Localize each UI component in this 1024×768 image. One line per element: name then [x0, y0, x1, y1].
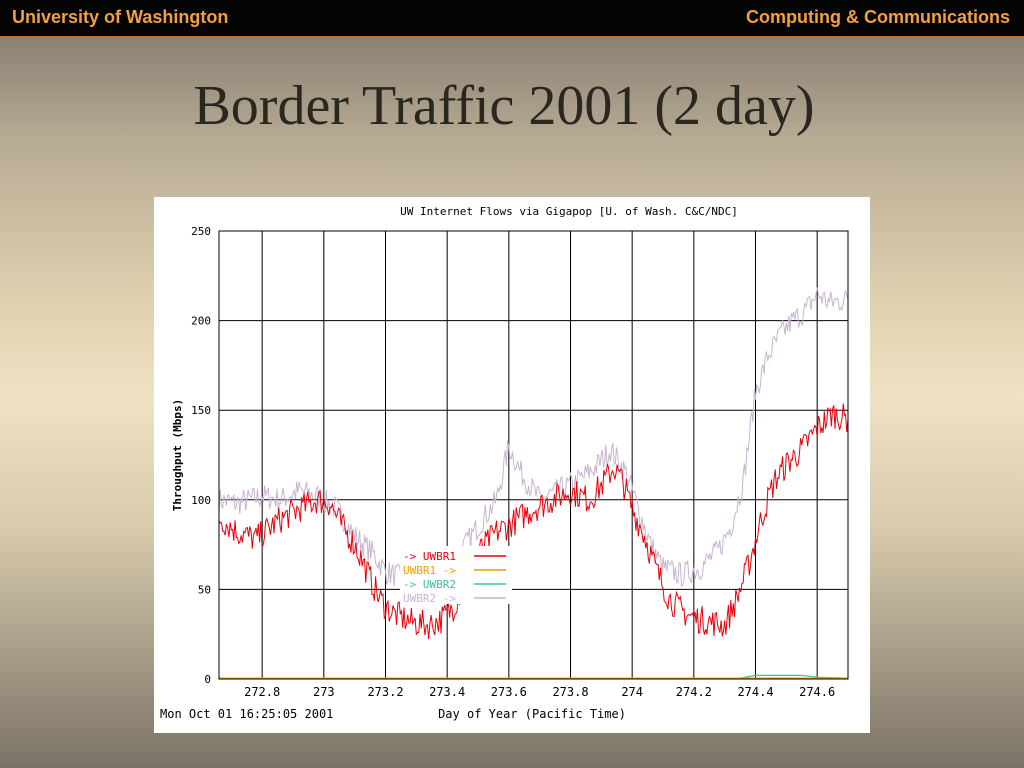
header-left-text: University of Washington: [12, 7, 229, 27]
legend-label: UWBR1 ->: [403, 564, 456, 577]
plot-frame: [218, 230, 849, 680]
header-right-text: Computing & Communications: [746, 7, 1010, 27]
x-tick-label: 274.4: [737, 685, 773, 699]
y-tick-label: 50: [198, 583, 211, 596]
y-tick-label: 200: [191, 315, 211, 328]
series-line: [218, 287, 849, 588]
x-tick-label: 273: [313, 685, 335, 699]
x-tick-label: 273.6: [491, 685, 527, 699]
y-tick-label: 0: [204, 673, 211, 686]
x-tick-label: 274.6: [799, 685, 835, 699]
x-tick-label: 274: [621, 685, 643, 699]
x-tick-label: 273.4: [429, 685, 465, 699]
y-axis-label: Throughput (Mbps): [171, 399, 184, 512]
y-tick-label: 150: [191, 404, 211, 417]
y-tick-label: 100: [191, 494, 211, 507]
chart-panel: UW Internet Flows via Gigapop [U. of Was…: [154, 197, 870, 733]
legend-label: UWBR2 ->: [403, 592, 456, 605]
x-axis-label: Day of Year (Pacific Time): [438, 707, 626, 721]
chart-title: UW Internet Flows via Gigapop [U. of Was…: [400, 205, 738, 218]
y-tick-labels: 0 50 100 150 200 250: [191, 225, 211, 686]
series-line: [218, 403, 849, 640]
x-tick-label: 273.2: [367, 685, 403, 699]
y-tick-label: 250: [191, 225, 211, 238]
chart-series: [218, 287, 849, 679]
timestamp: Mon Oct 01 16:25:05 2001: [160, 707, 333, 721]
slide-title: Border Traffic 2001 (2 day): [193, 75, 815, 137]
x-tick-label: 274.2: [676, 685, 712, 699]
legend-label: -> UWBR2: [403, 578, 456, 591]
x-tick-label: 273.8: [552, 685, 588, 699]
header-bar: University of Washington Computing & Com…: [0, 0, 1024, 38]
x-tick-labels: 272.8 273 273.2 273.4 273.6 273.8 274 274.2 274.…: [244, 685, 835, 699]
legend-label: -> UWBR1: [403, 550, 456, 563]
chart-grid: [219, 230, 848, 680]
traffic-chart: UW Internet Flows via Gigapop [U. of Was…: [160, 205, 849, 721]
x-tick-label: 272.8: [244, 685, 280, 699]
